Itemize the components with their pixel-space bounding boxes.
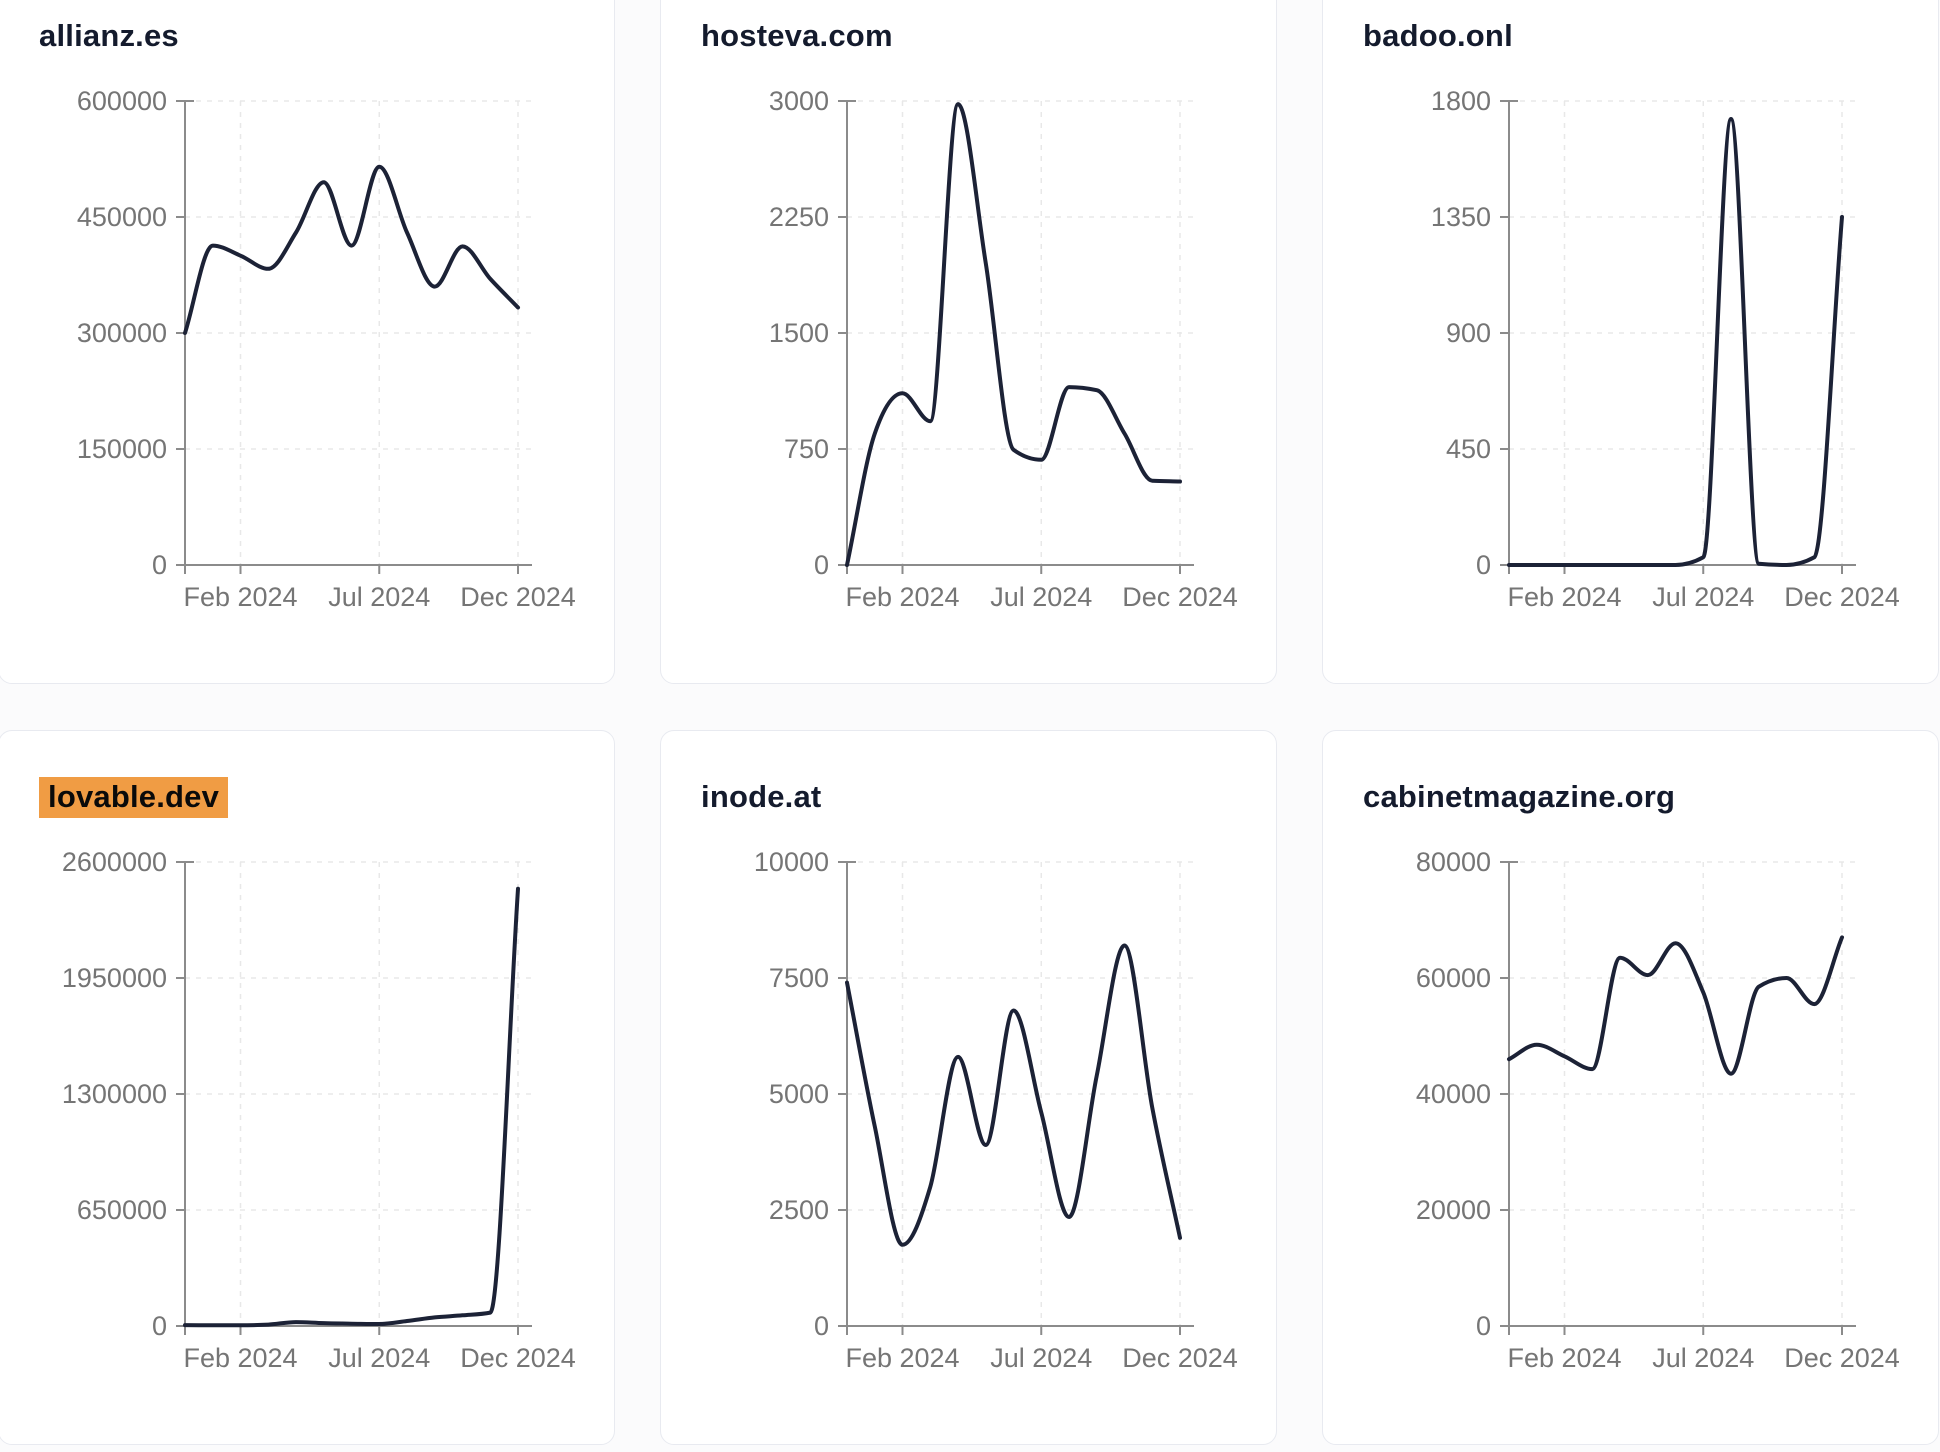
x-tick-label: Feb 2024 [183, 1343, 297, 1373]
axes [1500, 100, 1856, 574]
y-tick-label: 1800 [1431, 86, 1491, 116]
chart-title: hosteva.com [701, 14, 893, 58]
y-tick-label: 0 [814, 550, 829, 580]
x-tick-label: Dec 2024 [1122, 582, 1238, 612]
axes [1500, 861, 1856, 1335]
y-tick-label: 1950000 [62, 963, 167, 993]
y-tick-label: 5000 [769, 1079, 829, 1109]
axes [176, 100, 532, 574]
x-tick-label: Jul 2024 [1652, 582, 1754, 612]
y-tick-label: 450000 [77, 202, 167, 232]
trend-line [183, 886, 520, 1328]
line-chart: 0 2500 5000 7500 10000 Feb 2024 Jul 2024 Dec 20… [754, 847, 1238, 1373]
line-chart: 0 150000 300000 450000 600000 Feb 2024 Jul 202… [77, 86, 576, 612]
chart-title: cabinetmagazine.org [1363, 775, 1675, 819]
x-tick-label: Feb 2024 [183, 582, 297, 612]
trend-line [845, 943, 1182, 1247]
x-tick-label: Dec 2024 [460, 582, 576, 612]
gridlines [1509, 100, 1856, 565]
y-tick-label: 150000 [77, 434, 167, 464]
y-tick-label: 1300000 [62, 1079, 167, 1109]
y-tick-label: 900 [1446, 318, 1491, 348]
x-tick-label: Dec 2024 [1784, 582, 1900, 612]
trend-line [1507, 935, 1844, 1076]
x-tick-label: Feb 2024 [1507, 582, 1621, 612]
y-tick-label: 1500 [769, 318, 829, 348]
chart-card: cabinetmagazine.org 0 20000 40000 60000 8000… [1322, 730, 1939, 1445]
gridlines [185, 861, 532, 1326]
x-tick-label: Jul 2024 [990, 1343, 1092, 1373]
y-tick-label: 1350 [1431, 202, 1491, 232]
line-chart: 0 450 900 1350 1800 Feb 2024 Jul 2024 Dec 2024 [1431, 86, 1900, 612]
axes [838, 100, 1194, 574]
trend-line [183, 164, 520, 335]
y-tick-label: 2600000 [62, 847, 167, 877]
gridlines [1509, 861, 1856, 1326]
x-tick-label: Jul 2024 [1652, 1343, 1754, 1373]
y-tick-label: 0 [152, 1311, 167, 1341]
line-chart: 0 750 1500 2250 3000 Feb 2024 Jul 2024 Dec 2024 [769, 86, 1238, 612]
x-tick-label: Feb 2024 [845, 1343, 959, 1373]
line-chart: 0 20000 40000 60000 80000 Feb 2024 Jul 2024 Dec… [1416, 847, 1900, 1373]
axes [838, 861, 1194, 1335]
chart-title-label[interactable]: allianz.es [39, 18, 179, 53]
x-tick-label: Jul 2024 [328, 582, 430, 612]
y-tick-label: 750 [784, 434, 829, 464]
chart-card: lovable.dev 0 650000 1300000 1950000 2600000… [0, 730, 615, 1445]
x-tick-label: Jul 2024 [990, 582, 1092, 612]
trend-line [845, 102, 1182, 567]
chart-title-label[interactable]: inode.at [701, 779, 822, 814]
chart-title: inode.at [701, 775, 821, 819]
y-tick-label: 0 [152, 550, 167, 580]
y-tick-label: 0 [1476, 1311, 1491, 1341]
chart-card: inode.at 0 2500 5000 7500 10000 Feb 2024 Jul 2… [660, 730, 1277, 1445]
y-tick-label: 450 [1446, 434, 1491, 464]
chart-title-label[interactable]: hosteva.com [701, 18, 893, 53]
y-tick-label: 60000 [1416, 963, 1491, 993]
line-chart: 0 650000 1300000 1950000 2600000 Feb 2024 Jul … [62, 847, 576, 1373]
y-tick-label: 0 [1476, 550, 1491, 580]
y-tick-label: 2250 [769, 202, 829, 232]
trend-line [1507, 117, 1844, 567]
y-tick-label: 600000 [77, 86, 167, 116]
y-tick-label: 7500 [769, 963, 829, 993]
y-tick-label: 20000 [1416, 1195, 1491, 1225]
chart-title-label[interactable]: badoo.onl [1363, 18, 1513, 53]
y-tick-label: 650000 [77, 1195, 167, 1225]
chart-card: hosteva.com 0 750 1500 2250 3000 Feb 2024 Jul … [660, 0, 1277, 684]
x-tick-label: Dec 2024 [460, 1343, 576, 1373]
y-tick-label: 0 [814, 1311, 829, 1341]
y-tick-label: 300000 [77, 318, 167, 348]
gridlines [185, 100, 532, 565]
x-tick-label: Feb 2024 [845, 582, 959, 612]
gridlines [847, 100, 1194, 565]
y-tick-label: 10000 [754, 847, 829, 877]
x-tick-label: Dec 2024 [1122, 1343, 1238, 1373]
chart-title-label[interactable]: cabinetmagazine.org [1363, 779, 1676, 814]
x-tick-label: Dec 2024 [1784, 1343, 1900, 1373]
y-tick-label: 3000 [769, 86, 829, 116]
y-tick-label: 2500 [769, 1195, 829, 1225]
x-tick-label: Feb 2024 [1507, 1343, 1621, 1373]
chart-title: allianz.es [39, 14, 179, 58]
y-tick-label: 80000 [1416, 847, 1491, 877]
chart-title: badoo.onl [1363, 14, 1513, 58]
x-tick-label: Jul 2024 [328, 1343, 430, 1373]
chart-title-label[interactable]: lovable.dev [39, 776, 229, 818]
y-tick-label: 40000 [1416, 1079, 1491, 1109]
gridlines [847, 861, 1194, 1326]
axes [176, 861, 532, 1335]
chart-card: allianz.es 0 150000 300000 450000 600000 Feb … [0, 0, 615, 684]
chart-title: lovable.dev [39, 775, 229, 819]
chart-card: badoo.onl 0 450 900 1350 1800 Feb 2024 Jul 202… [1322, 0, 1939, 684]
